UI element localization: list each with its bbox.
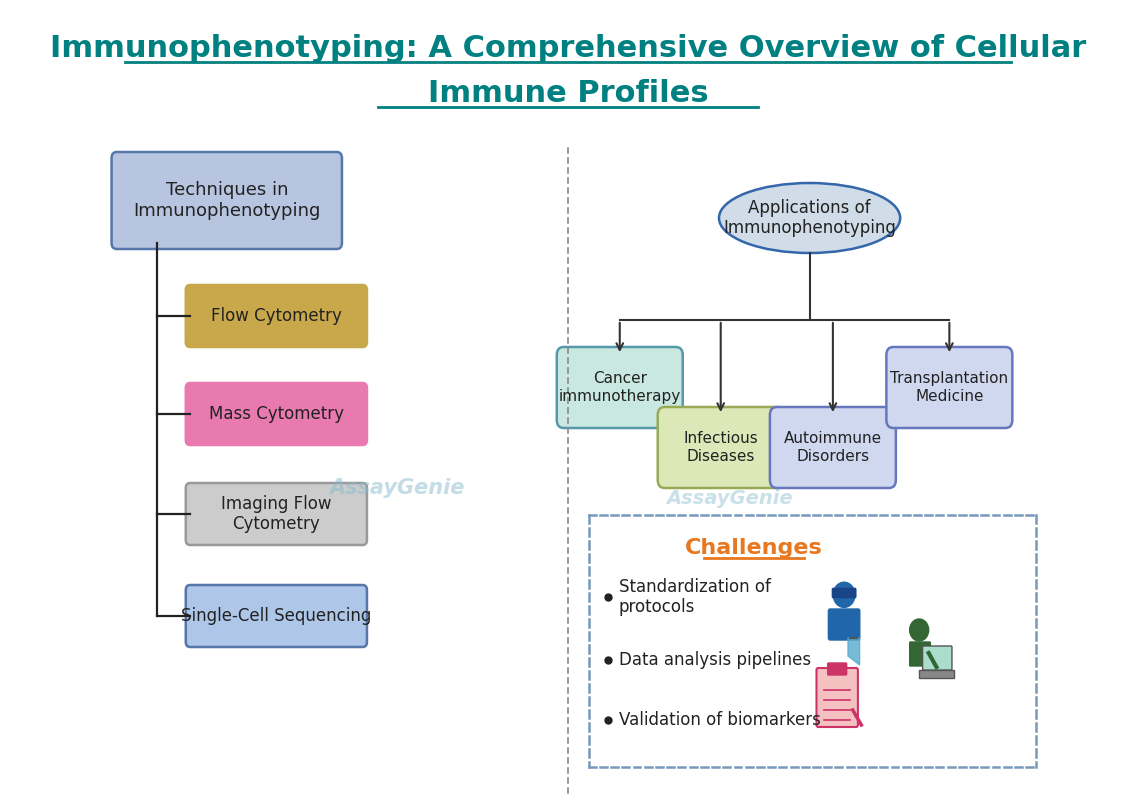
Text: Data analysis pipelines: Data analysis pipelines	[619, 651, 811, 669]
Circle shape	[910, 619, 928, 641]
Text: Single-Cell Sequencing: Single-Cell Sequencing	[181, 607, 371, 625]
Text: Transplantation
Medicine: Transplantation Medicine	[891, 371, 1009, 404]
Text: Mass Cytometry: Mass Cytometry	[209, 405, 344, 423]
FancyBboxPatch shape	[111, 152, 342, 249]
Circle shape	[833, 582, 855, 607]
Text: Imaging Flow
Cytometry: Imaging Flow Cytometry	[222, 494, 332, 533]
FancyBboxPatch shape	[828, 609, 860, 640]
Text: Autoimmune
Disorders: Autoimmune Disorders	[784, 432, 882, 463]
FancyBboxPatch shape	[828, 663, 846, 675]
FancyBboxPatch shape	[658, 407, 784, 488]
Text: Standardization of
protocols: Standardization of protocols	[619, 578, 771, 616]
FancyBboxPatch shape	[910, 642, 930, 666]
Text: AssayGenie: AssayGenie	[329, 478, 465, 498]
Polygon shape	[847, 638, 860, 665]
FancyBboxPatch shape	[186, 483, 367, 545]
FancyBboxPatch shape	[186, 285, 367, 347]
FancyBboxPatch shape	[919, 670, 954, 678]
FancyBboxPatch shape	[557, 347, 683, 428]
Text: Challenges: Challenges	[685, 538, 822, 558]
Text: Validation of biomarkers: Validation of biomarkers	[619, 711, 821, 729]
FancyBboxPatch shape	[922, 646, 952, 670]
Text: Cancer
immunotherapy: Cancer immunotherapy	[559, 371, 680, 404]
Text: Infectious
Diseases: Infectious Diseases	[684, 432, 758, 463]
Text: Applications of
Immunophenotyping: Applications of Immunophenotyping	[724, 199, 896, 238]
Ellipse shape	[719, 183, 900, 253]
Text: Immunophenotyping: A Comprehensive Overview of Cellular: Immunophenotyping: A Comprehensive Overv…	[50, 33, 1086, 63]
FancyBboxPatch shape	[886, 347, 1012, 428]
Text: Techniques in
Immunophenotyping: Techniques in Immunophenotyping	[133, 181, 320, 220]
Text: Immune Profiles: Immune Profiles	[427, 79, 709, 107]
FancyBboxPatch shape	[817, 668, 858, 727]
Text: Flow Cytometry: Flow Cytometry	[211, 307, 342, 325]
FancyBboxPatch shape	[833, 588, 855, 598]
FancyBboxPatch shape	[186, 585, 367, 647]
FancyBboxPatch shape	[186, 383, 367, 445]
Text: AssayGenie: AssayGenie	[666, 488, 793, 507]
FancyBboxPatch shape	[770, 407, 896, 488]
